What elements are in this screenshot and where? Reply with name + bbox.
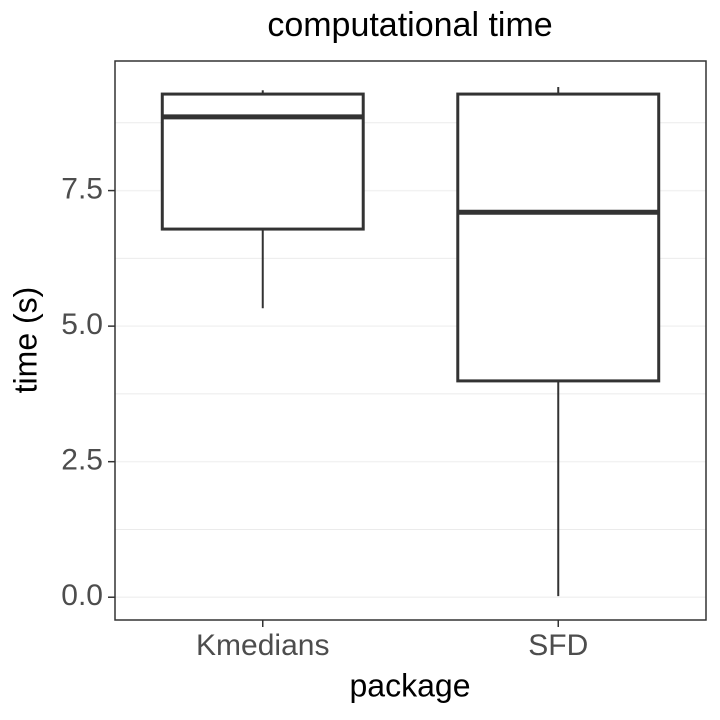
x-axis-title: package: [350, 667, 471, 703]
y-tick-label: 2.5: [61, 444, 103, 477]
box: [160, 92, 365, 231]
y-tick-label: 0.0: [61, 579, 103, 612]
plot-border: [114, 60, 707, 621]
x-tick-label: SFD: [528, 629, 588, 662]
y-axis-title: time (s): [7, 287, 43, 394]
box: [456, 92, 661, 383]
x-tick-label: Kmedians: [196, 629, 329, 662]
y-tick-label: 5.0: [61, 308, 103, 341]
y-tick-label: 7.5: [61, 173, 103, 206]
chart-title: computational time: [267, 6, 552, 44]
